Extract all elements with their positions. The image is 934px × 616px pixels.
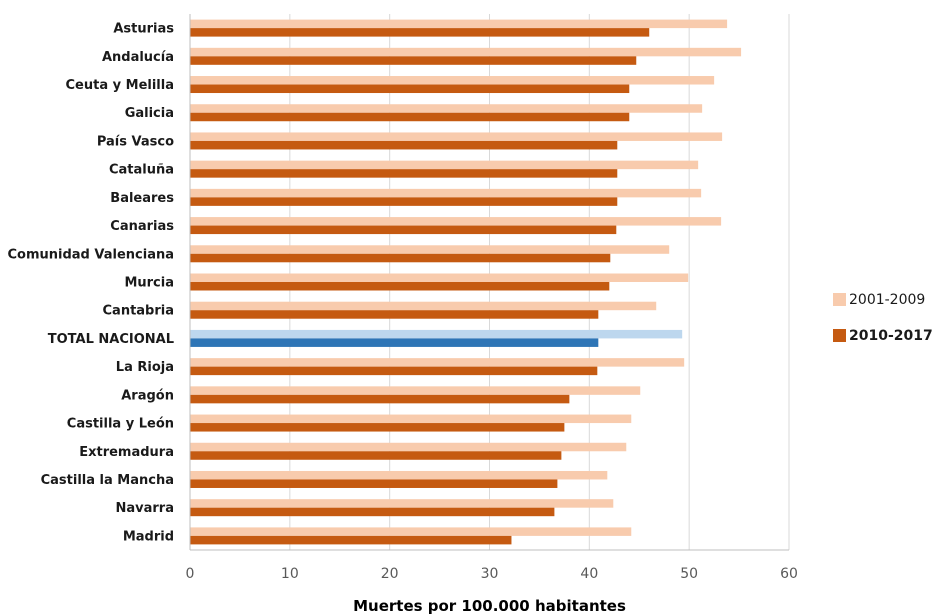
- bar-castilla-y-leon-2001-2009: [190, 414, 632, 424]
- bar-total-nacional-2001-2009: [190, 329, 683, 339]
- bar-murcia-2010-2017: [190, 282, 610, 291]
- bar-castilla-y-leon-2010-2017: [190, 423, 565, 432]
- category-label-castilla-la-mancha: Castilla la Mancha: [41, 473, 174, 488]
- category-labels: Asturias Andalucía Ceuta y Melilla Galicia P…: [7, 22, 174, 545]
- bar-castilla-la-mancha-2001-2009: [190, 470, 608, 480]
- category-label-total-nacional: TOTAL NACIONAL: [48, 332, 174, 347]
- legend-label-2010-2017: 2010-2017: [849, 328, 933, 344]
- bar-andalucia-2010-2017: [190, 56, 637, 65]
- bar-comunidad-valenciana-2010-2017: [190, 253, 611, 263]
- category-label-extremadura: Extremadura: [79, 445, 174, 460]
- bar-cantabria-2001-2009: [190, 301, 657, 311]
- x-axis-title: Muertes por 100.000 habitantes: [353, 597, 626, 615]
- category-label-asturias: Asturias: [113, 22, 174, 37]
- category-label-canarias: Canarias: [110, 219, 174, 234]
- bar-ceuta-y-melilla-2001-2009: [190, 76, 715, 85]
- bars: [190, 19, 742, 545]
- legend-swatch-2001-2009: [833, 293, 846, 306]
- x-tick-label: 10: [281, 566, 299, 582]
- category-label-ceuta-y-melilla: Ceuta y Melilla: [66, 78, 174, 93]
- x-tick-label: 60: [780, 566, 798, 582]
- bar-galicia-2010-2017: [190, 112, 630, 122]
- x-tick-label: 40: [580, 566, 598, 582]
- bar-navarra-2001-2009: [190, 499, 614, 508]
- category-label-castilla-y-leon: Castilla y León: [67, 417, 174, 432]
- x-tick-label: 30: [481, 566, 499, 582]
- category-label-cantabria: Cantabria: [103, 304, 175, 319]
- bar-canarias-2001-2009: [190, 217, 722, 226]
- category-label-galicia: Galicia: [125, 106, 174, 121]
- bar-madrid-2001-2009: [190, 527, 632, 536]
- bar-castilla-la-mancha-2010-2017: [190, 479, 558, 488]
- category-label-andalucia: Andalucía: [102, 50, 174, 65]
- legend-label-2001-2009: 2001-2009: [849, 292, 925, 308]
- bar-andalucia-2001-2009: [190, 47, 742, 57]
- bar-ceuta-y-melilla-2010-2017: [190, 84, 630, 94]
- bar-madrid-2010-2017: [190, 535, 512, 545]
- bar-cantabria-2010-2017: [190, 310, 599, 319]
- bar-extremadura-2001-2009: [190, 442, 627, 452]
- x-tick-label: 0: [186, 566, 195, 582]
- bar-pais-vasco-2010-2017: [190, 140, 618, 150]
- category-label-comunidad-valenciana: Comunidad Valenciana: [7, 247, 174, 262]
- bar-navarra-2010-2017: [190, 507, 555, 517]
- bar-asturias-2001-2009: [190, 19, 728, 29]
- category-label-pais-vasco: País Vasco: [97, 134, 174, 149]
- category-label-madrid: Madrid: [123, 529, 174, 544]
- category-label-cataluna: Cataluña: [109, 163, 174, 178]
- x-tick-labels: 0 10 20 30 40 50 60: [186, 566, 798, 582]
- category-label-la-rioja: La Rioja: [116, 360, 174, 375]
- category-label-murcia: Murcia: [124, 276, 174, 291]
- x-tick-label: 50: [680, 566, 698, 582]
- bar-cataluna-2010-2017: [190, 169, 618, 178]
- bar-comunidad-valenciana-2001-2009: [190, 245, 670, 254]
- bar-extremadura-2010-2017: [190, 451, 562, 460]
- bar-aragon-2010-2017: [190, 394, 570, 404]
- bar-baleares-2001-2009: [190, 188, 702, 198]
- x-tick-label: 20: [381, 566, 399, 582]
- bar-canarias-2010-2017: [190, 225, 617, 235]
- bar-galicia-2001-2009: [190, 104, 703, 113]
- bar-murcia-2001-2009: [190, 273, 689, 282]
- category-label-baleares: Baleares: [110, 191, 174, 206]
- legend-swatch-2010-2017: [833, 329, 846, 342]
- legend: 2001-2009 2010-2017: [833, 292, 933, 344]
- bar-la-rioja-2010-2017: [190, 366, 598, 376]
- bar-asturias-2010-2017: [190, 28, 650, 37]
- category-label-aragon: Aragón: [121, 388, 174, 403]
- bar-total-nacional-2010-2017: [190, 338, 599, 347]
- bar-la-rioja-2001-2009: [190, 358, 685, 367]
- bar-cataluna-2001-2009: [190, 160, 699, 170]
- bar-baleares-2010-2017: [190, 197, 618, 206]
- bar-pais-vasco-2001-2009: [190, 132, 723, 141]
- category-label-navarra: Navarra: [116, 501, 175, 516]
- bar-aragon-2001-2009: [190, 386, 641, 395]
